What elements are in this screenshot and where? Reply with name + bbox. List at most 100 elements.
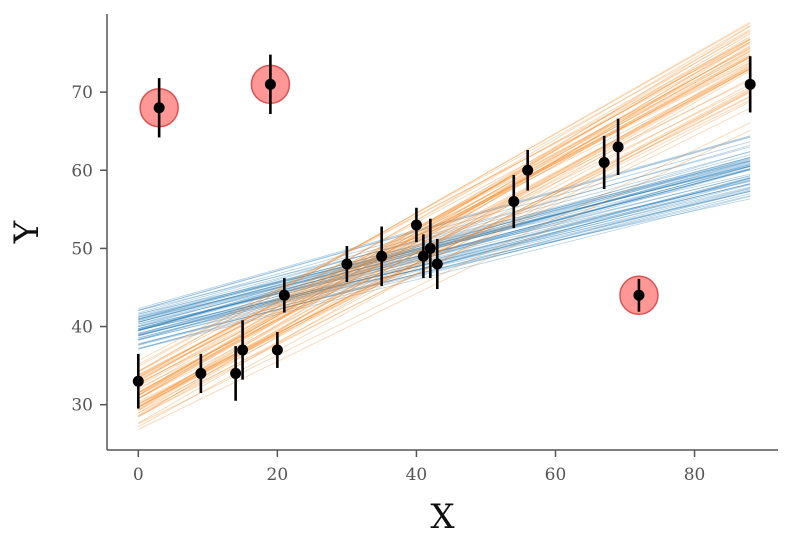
x-tick-label: 0 (133, 465, 144, 485)
fit-line-1 (138, 41, 751, 418)
y-tick-label: 70 (71, 83, 93, 103)
fit-line-0 (138, 156, 751, 323)
x-tick-label: 60 (545, 465, 567, 485)
fit-line-1 (138, 31, 751, 379)
fit-line-1 (138, 61, 751, 375)
fit-line-1 (138, 107, 751, 414)
fit-line-1 (138, 88, 751, 412)
fit-line-0 (138, 163, 751, 329)
fit-line-0 (138, 165, 751, 341)
fit-line-1 (138, 54, 751, 393)
fit-line-1 (138, 78, 751, 400)
fit-line-1 (138, 70, 751, 424)
fit-line-1 (138, 41, 751, 361)
fit-line-1 (138, 67, 751, 394)
fit-line-0 (138, 165, 751, 322)
y-ticks-group: 30 40 50 60 70 (71, 83, 107, 416)
fit-line-0 (138, 186, 751, 334)
fit-line-1 (138, 59, 751, 385)
y-tick-label: 50 (71, 239, 93, 259)
fit-line-0 (138, 177, 751, 336)
fit-line-1 (138, 56, 751, 400)
fit-line-1 (138, 67, 751, 378)
x-ticks-group: 0 20 40 60 80 (133, 450, 706, 485)
fit-line-0 (138, 195, 751, 350)
fit-line-0 (138, 198, 751, 331)
fit-line-0 (138, 136, 751, 311)
fit-line-1 (138, 25, 751, 383)
fit-line-0 (138, 151, 751, 317)
fit-line-0 (138, 175, 751, 329)
data-point (424, 242, 436, 254)
fit-line-0 (138, 160, 751, 323)
fit-line-0 (138, 183, 751, 328)
fit-line-0 (138, 136, 751, 311)
data-points-group (132, 78, 756, 387)
fit-line-0 (138, 184, 751, 341)
data-point (230, 367, 242, 379)
y-axis-label: Y (7, 220, 47, 244)
fit-line-0 (138, 169, 751, 330)
fit-line-0 (138, 183, 751, 336)
fit-line-0 (138, 176, 751, 339)
fit-line-0 (138, 189, 751, 345)
data-point (522, 164, 534, 176)
fit-line-0 (138, 190, 751, 349)
fit-line-0 (138, 178, 751, 336)
fit-line-0 (138, 165, 751, 318)
fit-line-0 (138, 166, 751, 319)
fit-line-0 (138, 188, 751, 346)
fit-line-1 (138, 68, 751, 416)
x-axis-label: X (430, 497, 455, 537)
fit-line-0 (138, 162, 751, 326)
fit-line-1 (138, 129, 751, 430)
fit-line-1 (138, 37, 751, 391)
data-point (598, 156, 610, 168)
fit-line-0 (138, 168, 751, 331)
fit-line-0 (138, 173, 751, 315)
fit-line-0 (138, 175, 751, 325)
fit-line-0 (138, 146, 751, 315)
fit-line-0 (138, 168, 751, 335)
fit-line-1 (138, 69, 751, 396)
fit-line-1 (138, 57, 751, 397)
fit-line-1 (138, 79, 751, 384)
fit-line-0 (138, 180, 751, 346)
fit-line-1 (138, 46, 751, 393)
fit-line-0 (138, 164, 751, 323)
fit-line-1 (138, 25, 751, 409)
fit-line-0 (138, 159, 751, 311)
fit-line-0 (138, 193, 751, 345)
fit-line-1 (138, 56, 751, 393)
fit-line-1 (138, 65, 751, 414)
fit-line-0 (138, 167, 751, 323)
fit-line-0 (138, 157, 751, 327)
data-point (237, 344, 249, 356)
fit-line-0 (138, 183, 751, 336)
fit-line-0 (138, 160, 751, 331)
fit-line-0 (138, 160, 751, 318)
data-point (153, 102, 165, 114)
y-tick-label: 30 (71, 396, 93, 416)
fit-line-0 (138, 168, 751, 332)
fit-line-1 (138, 62, 751, 380)
data-point (431, 258, 443, 270)
fit-line-1 (138, 68, 751, 408)
fit-line-1 (138, 33, 751, 399)
fit-line-1 (138, 21, 751, 373)
x-tick-label: 80 (684, 465, 706, 485)
data-point (612, 141, 624, 153)
y-tick-label: 40 (71, 318, 93, 338)
fit-line-1 (138, 55, 751, 381)
fit-line-0 (138, 177, 751, 350)
fit-line-0 (138, 195, 751, 341)
fit-line-0 (138, 181, 751, 320)
fit-line-1 (138, 38, 751, 365)
fit-line-0 (138, 158, 751, 321)
x-tick-label: 20 (267, 465, 289, 485)
fit-line-0 (138, 154, 751, 320)
data-point (508, 196, 520, 208)
data-point (341, 258, 353, 270)
fit-line-1 (138, 39, 751, 411)
fit-line-0 (138, 191, 751, 336)
